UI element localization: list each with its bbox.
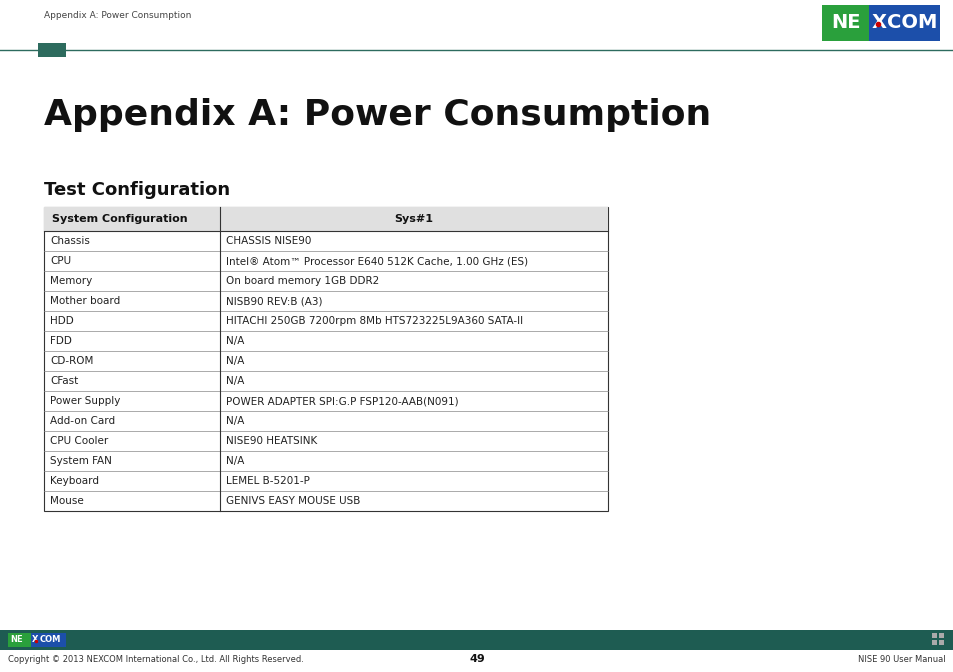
Text: Intel® Atom™ Processor E640 512K Cache, 1.00 GHz (ES): Intel® Atom™ Processor E640 512K Cache, … bbox=[226, 256, 528, 266]
Text: System Configuration: System Configuration bbox=[52, 214, 188, 224]
Text: 49: 49 bbox=[469, 654, 484, 664]
Text: CPU: CPU bbox=[50, 256, 71, 266]
Bar bbox=[931, 640, 936, 645]
Text: NE: NE bbox=[10, 636, 23, 644]
Bar bbox=[868, 5, 939, 41]
Text: CD-ROM: CD-ROM bbox=[50, 356, 93, 366]
Text: N/A: N/A bbox=[226, 456, 244, 466]
Text: Keyboard: Keyboard bbox=[50, 476, 99, 486]
Text: HITACHI 250GB 7200rpm 8Mb HTS723225L9A360 SATA-II: HITACHI 250GB 7200rpm 8Mb HTS723225L9A36… bbox=[226, 316, 522, 326]
Text: Chassis: Chassis bbox=[50, 236, 90, 246]
Bar bbox=[931, 633, 936, 638]
Text: COM: COM bbox=[39, 636, 60, 644]
Bar bbox=[44, 207, 607, 511]
Text: Mother board: Mother board bbox=[50, 296, 120, 306]
Text: Mouse: Mouse bbox=[50, 496, 84, 506]
Text: CFast: CFast bbox=[50, 376, 78, 386]
Text: GENIVS EASY MOUSE USB: GENIVS EASY MOUSE USB bbox=[226, 496, 360, 506]
Bar bbox=[8, 633, 31, 647]
Text: Memory: Memory bbox=[50, 276, 92, 286]
Text: Sys#1: Sys#1 bbox=[395, 214, 433, 224]
Text: Copyright © 2013 NEXCOM International Co., Ltd. All Rights Reserved.: Copyright © 2013 NEXCOM International Co… bbox=[8, 655, 304, 663]
Text: X: X bbox=[870, 13, 885, 32]
Text: Appendix A: Power Consumption: Appendix A: Power Consumption bbox=[44, 11, 192, 21]
Text: COM: COM bbox=[886, 13, 937, 32]
Text: NISE 90 User Manual: NISE 90 User Manual bbox=[858, 655, 945, 663]
Text: Power Supply: Power Supply bbox=[50, 396, 120, 406]
Text: FDD: FDD bbox=[50, 336, 71, 346]
Bar bbox=[938, 633, 943, 638]
Text: N/A: N/A bbox=[226, 356, 244, 366]
Text: NISE90 HEATSINK: NISE90 HEATSINK bbox=[226, 436, 317, 446]
Text: NISB90 REV:B (A3): NISB90 REV:B (A3) bbox=[226, 296, 322, 306]
Text: HDD: HDD bbox=[50, 316, 73, 326]
Bar bbox=[31, 633, 66, 647]
Text: System FAN: System FAN bbox=[50, 456, 112, 466]
Text: On board memory 1GB DDR2: On board memory 1GB DDR2 bbox=[226, 276, 379, 286]
Bar bbox=[821, 5, 868, 41]
Text: Test Configuration: Test Configuration bbox=[44, 181, 230, 199]
Text: NE: NE bbox=[830, 13, 860, 32]
Text: N/A: N/A bbox=[226, 416, 244, 426]
Text: X: X bbox=[32, 636, 39, 644]
Text: CPU Cooler: CPU Cooler bbox=[50, 436, 108, 446]
Text: CHASSIS NISE90: CHASSIS NISE90 bbox=[226, 236, 311, 246]
Text: Add-on Card: Add-on Card bbox=[50, 416, 115, 426]
Bar bbox=[44, 207, 607, 231]
Text: N/A: N/A bbox=[226, 336, 244, 346]
Bar bbox=[38, 43, 66, 57]
Text: N/A: N/A bbox=[226, 376, 244, 386]
Text: POWER ADAPTER SPI:G.P FSP120-AAB(N091): POWER ADAPTER SPI:G.P FSP120-AAB(N091) bbox=[226, 396, 458, 406]
Bar bbox=[938, 640, 943, 645]
Text: Appendix A: Power Consumption: Appendix A: Power Consumption bbox=[44, 98, 711, 132]
Bar bbox=[0, 630, 953, 650]
Text: LEMEL B-5201-P: LEMEL B-5201-P bbox=[226, 476, 310, 486]
